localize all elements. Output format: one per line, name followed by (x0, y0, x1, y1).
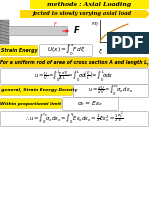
FancyBboxPatch shape (1, 86, 72, 95)
Text: $\therefore u=\!\int_0^{\varepsilon_x}\!\sigma_x d\varepsilon_x=\!\int_0^{\varep: $\therefore u=\!\int_0^{\varepsilon_x}\!… (24, 111, 124, 127)
Text: Within proportional limit: Within proportional limit (0, 102, 61, 106)
FancyBboxPatch shape (1, 99, 61, 108)
FancyBboxPatch shape (8, 27, 67, 35)
Text: F: F (74, 26, 80, 35)
Bar (0, 20, 9, 44)
Text: jected to slowly varying axial load: jected to slowly varying axial load (32, 11, 132, 16)
Text: $u=\frac{dU}{dV}=\!\int_0^{\varepsilon_x}\!\sigma_x\,d\varepsilon_x$: $u=\frac{dU}{dV}=\!\int_0^{\varepsilon_x… (88, 84, 134, 98)
FancyBboxPatch shape (74, 85, 148, 97)
Polygon shape (145, 10, 149, 18)
Text: PDF: PDF (111, 35, 145, 50)
Text: F: F (54, 22, 56, 27)
Text: For a uniform rod of area of cross section A and length L,: For a uniform rod of area of cross secti… (0, 60, 148, 65)
Text: $\sigma_x = E\varepsilon_x$: $\sigma_x = E\varepsilon_x$ (77, 100, 104, 109)
Text: $U(x)=\!\int_0^x\!F\,d\xi$: $U(x)=\!\int_0^x\!F\,d\xi$ (47, 43, 85, 58)
FancyBboxPatch shape (63, 98, 118, 110)
Text: methods : Axial Loading: methods : Axial Loading (47, 2, 131, 7)
Bar (107, 32, 149, 54)
Text: F(ξ): F(ξ) (91, 22, 99, 26)
FancyBboxPatch shape (40, 45, 92, 56)
FancyBboxPatch shape (1, 69, 148, 84)
Text: Strain Energy: Strain Energy (1, 48, 37, 53)
Text: $u=\frac{U}{V}=\!\int_0^L\!\frac{F}{A}\frac{d\xi}{L}=\!\int_0^L\!\sigma d\!\left: $u=\frac{U}{V}=\!\int_0^L\!\frac{F}{A}\f… (34, 69, 114, 84)
FancyBboxPatch shape (30, 0, 149, 9)
FancyBboxPatch shape (20, 10, 145, 18)
Text: In general, Strain Energy Density: In general, Strain Energy Density (0, 89, 77, 92)
FancyBboxPatch shape (1, 112, 148, 126)
FancyBboxPatch shape (1, 58, 148, 67)
Text: $\xi$: $\xi$ (98, 48, 103, 56)
FancyBboxPatch shape (0, 46, 38, 55)
Text: $\xi$: $\xi$ (112, 44, 116, 53)
